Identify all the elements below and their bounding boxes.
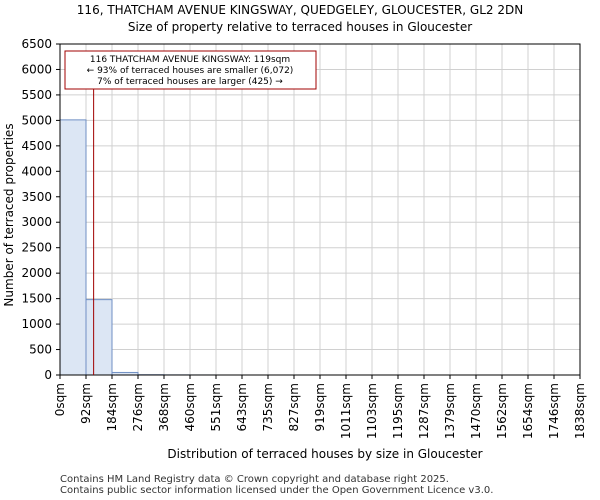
- y-tick-label-3: 1500: [21, 292, 52, 306]
- y-tick-label-7: 3500: [21, 190, 52, 204]
- y-tick-label-1: 500: [29, 343, 52, 357]
- x-tick-label-7: 643sqm: [235, 383, 249, 431]
- y-tick-label-6: 3000: [21, 215, 52, 229]
- y-tick-label-2: 1000: [21, 317, 52, 331]
- y-tick-label-9: 4500: [21, 139, 52, 153]
- x-tick-label-11: 1011sqm: [339, 383, 353, 439]
- y-axis-ticks: 0 500 1000 1500 2000 2500 3000 3500 4000 4500 5000…: [21, 37, 60, 382]
- x-tick-label-20: 1838sqm: [573, 383, 587, 439]
- x-tick-label-12: 1103sqm: [365, 383, 379, 439]
- x-tick-label-3: 276sqm: [131, 383, 145, 431]
- annotation-line-2: ← 93% of terraced houses are smaller (6,…: [87, 66, 294, 76]
- x-tick-label-8: 735sqm: [261, 383, 275, 431]
- annotation-frame: [64, 50, 317, 90]
- x-tick-label-13: 1195sqm: [391, 383, 405, 439]
- annotation-line-1: 116 THATCHAM AVENUE KINGSWAY: 119sqm: [90, 55, 290, 65]
- x-tick-label-2: 184sqm: [105, 383, 119, 431]
- x-axis-ticks: 0sqm 92sqm 184sqm 276sqm 368sqm 460sqm 551sqm 6…: [53, 375, 587, 439]
- bar-0: [59, 119, 87, 376]
- x-tick-label-16: 1470sqm: [469, 383, 483, 439]
- grid: [59, 43, 581, 376]
- chart-subtitle: Size of property relative to terraced ho…: [128, 20, 472, 34]
- x-tick-label-15: 1379sqm: [443, 383, 457, 439]
- footer-copyright: Contains HM Land Registry data © Crown c…: [60, 474, 449, 485]
- y-tick-label-5: 2500: [21, 241, 52, 255]
- x-tick-label-1: 92sqm: [79, 383, 93, 424]
- bars: [59, 119, 217, 376]
- footer-licence: Contains public sector information licen…: [60, 485, 494, 496]
- x-tick-label-18: 1654sqm: [521, 383, 535, 439]
- y-tick-label-0: 0: [44, 368, 52, 382]
- annotation-box: 116 THATCHAM AVENUE KINGSWAY: 119sqm ← 9…: [64, 50, 317, 90]
- y-tick-label-11: 5500: [21, 88, 52, 102]
- chart: 116, THATCHAM AVENUE KINGSWAY, QUEDGELEY…: [2, 3, 587, 461]
- x-axis-label: Distribution of terraced houses by size …: [167, 447, 482, 461]
- x-tick-label-0: 0sqm: [53, 383, 67, 416]
- x-tick-label-10: 919sqm: [313, 383, 327, 431]
- y-tick-label-8: 4000: [21, 164, 52, 178]
- y-tick-label-4: 2000: [21, 266, 52, 280]
- y-axis-label: Number of terraced properties: [2, 123, 16, 306]
- x-tick-label-5: 460sqm: [183, 383, 197, 431]
- y-tick-label-10: 5000: [21, 113, 52, 127]
- x-tick-label-9: 827sqm: [287, 383, 301, 431]
- y-tick-label-13: 6500: [21, 37, 52, 51]
- x-tick-label-4: 368sqm: [157, 383, 171, 431]
- y-tick-label-12: 6000: [21, 62, 52, 76]
- bar-1: [85, 299, 113, 376]
- x-tick-label-14: 1287sqm: [417, 383, 431, 439]
- x-tick-label-17: 1562sqm: [495, 383, 509, 439]
- annotation-line-3: 7% of terraced houses are larger (425) →: [97, 77, 283, 87]
- x-tick-label-6: 551sqm: [209, 383, 223, 431]
- x-tick-label-19: 1746sqm: [547, 383, 561, 439]
- chart-title: 116, THATCHAM AVENUE KINGSWAY, QUEDGELEY…: [77, 3, 523, 17]
